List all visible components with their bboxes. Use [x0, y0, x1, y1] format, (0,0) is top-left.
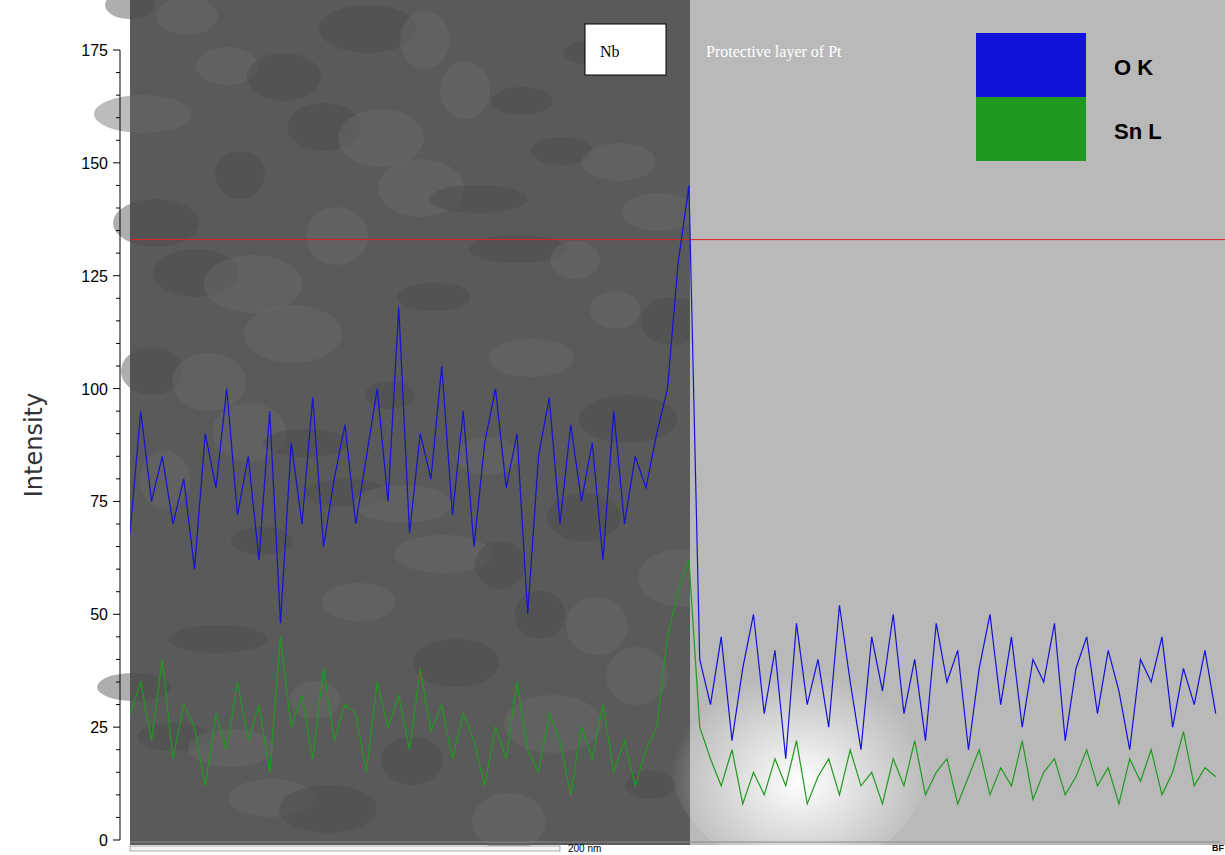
texture — [172, 353, 246, 411]
x-axis — [130, 842, 1220, 843]
series-line — [130, 560, 1216, 804]
nb-region — [130, 0, 690, 845]
minor-tick — [116, 591, 120, 592]
minor-tick — [116, 230, 120, 231]
plot-area — [130, 185, 1216, 803]
texture — [322, 583, 396, 621]
texture — [579, 395, 677, 443]
y-tick-label: 100 — [81, 381, 108, 398]
label-box — [585, 24, 666, 75]
series-line — [130, 185, 1216, 758]
y-tick — [113, 614, 120, 615]
minor-tick — [116, 704, 120, 705]
minor-tick — [116, 95, 120, 96]
texture — [491, 87, 553, 115]
reference-line — [130, 239, 1225, 240]
y-tick-label: 0 — [99, 832, 108, 849]
minor-tick — [116, 320, 120, 321]
minor-tick — [116, 433, 120, 434]
texture — [550, 241, 600, 279]
texture — [215, 151, 265, 199]
scale-bar-label: 200 nm — [568, 843, 601, 854]
texture — [400, 11, 450, 69]
minor-tick — [116, 682, 120, 683]
texture — [397, 283, 471, 311]
texture — [169, 625, 267, 653]
texture — [582, 143, 656, 181]
texture — [204, 255, 302, 313]
y-tick-label: 175 — [81, 42, 108, 59]
y-tick — [113, 50, 120, 51]
texture — [381, 737, 443, 785]
texture — [247, 53, 321, 101]
minor-tick — [116, 659, 120, 660]
texture — [365, 381, 415, 409]
minor-tick — [116, 478, 120, 479]
texture — [566, 597, 628, 655]
texture — [94, 95, 192, 133]
minor-tick — [116, 343, 120, 344]
minor-tick — [116, 208, 120, 209]
y-axis — [120, 50, 121, 840]
minor-tick — [116, 546, 120, 547]
annotation: Protective layer of Pt — [706, 43, 842, 61]
y-tick — [113, 275, 120, 276]
minor-tick — [116, 117, 120, 118]
texture — [263, 429, 349, 457]
texture — [440, 61, 490, 119]
texture — [413, 639, 499, 687]
chart: 0 25 50 75 100 125 150 175 Intensity Nb Protective… — [0, 0, 1225, 855]
texture — [488, 339, 574, 377]
y-tick — [113, 388, 120, 389]
texture — [606, 647, 668, 705]
legend-label: O K — [1114, 55, 1153, 80]
y-tick-label: 125 — [81, 268, 108, 285]
texture — [140, 451, 190, 509]
y-tick — [113, 727, 120, 728]
texture — [231, 527, 293, 555]
scale-bar — [130, 846, 560, 851]
texture — [338, 109, 424, 167]
texture — [354, 485, 452, 523]
y-axis-title: Intensity — [20, 393, 48, 497]
texture — [515, 591, 565, 639]
minor-tick — [116, 636, 120, 637]
minor-tick — [116, 749, 120, 750]
minor-tick — [116, 456, 120, 457]
texture — [244, 305, 342, 363]
y-tick-label: 75 — [90, 493, 108, 510]
legend-label: Sn L — [1114, 119, 1162, 144]
minor-tick — [116, 366, 120, 367]
annotation: Nb — [600, 43, 620, 60]
minor-tick — [116, 524, 120, 525]
texture — [279, 785, 377, 833]
legend-swatch — [976, 33, 1086, 97]
annotation: BF — [1212, 843, 1224, 853]
minor-tick — [116, 253, 120, 254]
minor-tick — [116, 411, 120, 412]
minor-tick — [116, 185, 120, 186]
y-tick — [113, 840, 120, 841]
y-tick-label: 50 — [90, 606, 108, 623]
y-tick-label: 150 — [81, 155, 108, 172]
texture — [475, 541, 525, 589]
y-tick — [113, 501, 120, 502]
texture — [429, 185, 527, 213]
legend-swatch — [976, 97, 1086, 161]
bright-spot — [670, 650, 930, 855]
minor-tick — [116, 794, 120, 795]
texture — [290, 681, 340, 719]
minor-tick — [116, 569, 120, 570]
minor-tick — [116, 298, 120, 299]
texture — [105, 0, 155, 19]
texture — [156, 0, 218, 35]
minor-tick — [116, 772, 120, 773]
y-tick-label: 25 — [90, 719, 108, 736]
minor-tick — [116, 140, 120, 141]
minor-tick — [116, 72, 120, 73]
texture — [590, 291, 640, 329]
y-tick — [113, 162, 120, 163]
minor-tick — [116, 817, 120, 818]
texture — [306, 207, 368, 265]
